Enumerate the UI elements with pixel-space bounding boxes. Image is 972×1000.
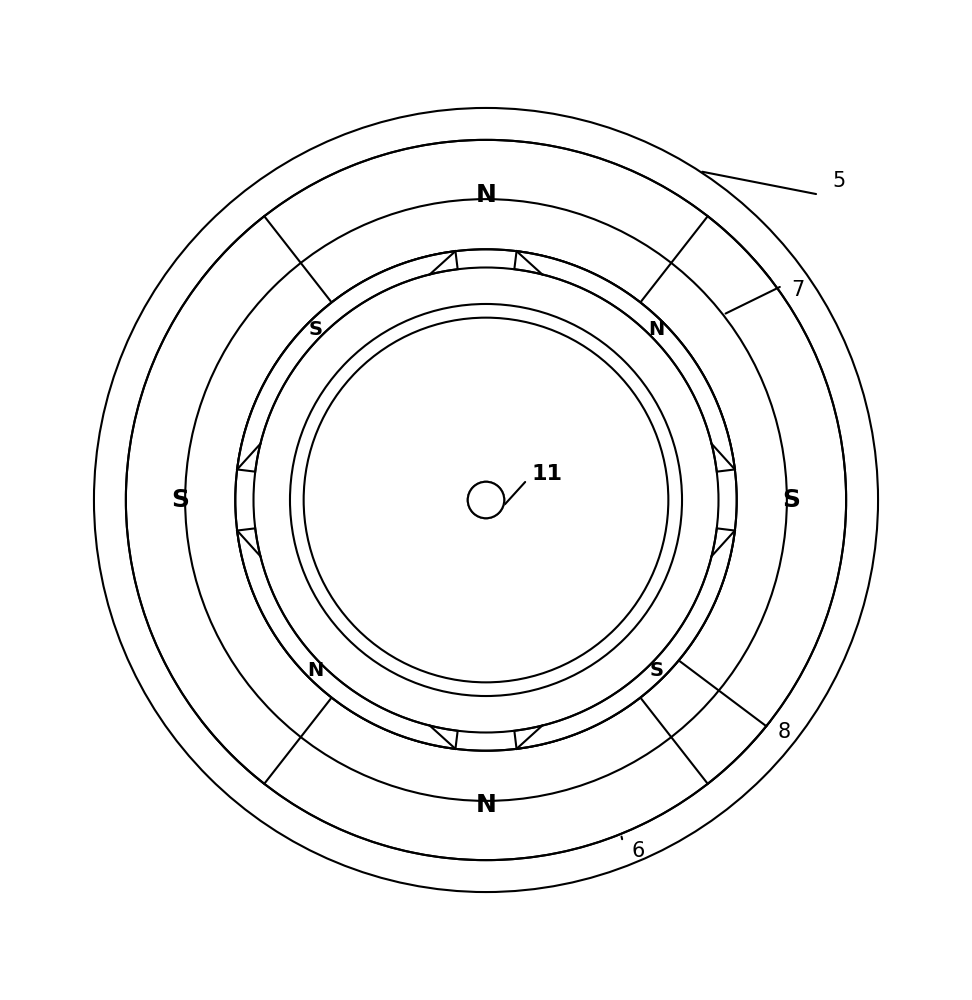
Text: S: S [308, 320, 322, 339]
Polygon shape [641, 216, 846, 784]
Polygon shape [202, 140, 770, 346]
Text: 8: 8 [778, 722, 791, 742]
Text: 11: 11 [532, 464, 563, 484]
Text: 6: 6 [632, 841, 645, 861]
Text: N: N [307, 661, 324, 680]
Text: N: N [648, 320, 665, 339]
Text: 5: 5 [832, 171, 846, 191]
Circle shape [468, 482, 504, 518]
Polygon shape [237, 528, 458, 749]
Polygon shape [126, 216, 331, 784]
Polygon shape [237, 251, 458, 472]
Polygon shape [514, 528, 735, 749]
Text: 7: 7 [791, 280, 805, 300]
Polygon shape [202, 654, 770, 860]
Text: S: S [782, 488, 800, 512]
Text: N: N [475, 183, 497, 207]
Polygon shape [514, 251, 735, 472]
Text: S: S [650, 661, 664, 680]
Text: S: S [172, 488, 190, 512]
Text: N: N [475, 793, 497, 817]
